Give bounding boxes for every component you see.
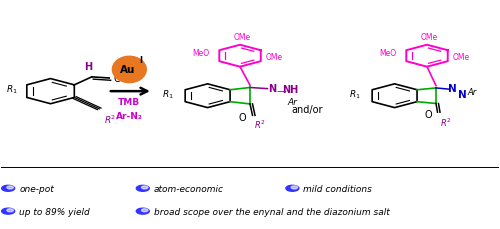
Circle shape	[7, 186, 14, 189]
Ellipse shape	[112, 57, 146, 83]
Text: one-pot: one-pot	[19, 184, 54, 193]
Text: Ar: Ar	[288, 97, 298, 106]
Text: NH: NH	[282, 85, 298, 95]
Text: $R_1$: $R_1$	[350, 88, 361, 100]
Text: $R^2$: $R^2$	[254, 118, 266, 130]
Text: OMe: OMe	[453, 53, 470, 62]
Text: O: O	[425, 110, 432, 120]
Text: broad scope over the enynal and the diazonium salt: broad scope over the enynal and the diaz…	[154, 207, 390, 216]
Text: TMB: TMB	[118, 98, 141, 106]
Text: N: N	[268, 84, 276, 93]
Text: up to 89% yield: up to 89% yield	[19, 207, 90, 216]
Text: OMe: OMe	[266, 53, 283, 62]
Circle shape	[142, 186, 148, 189]
Text: OMe: OMe	[421, 33, 438, 42]
Text: OMe: OMe	[234, 33, 251, 42]
Circle shape	[7, 209, 14, 212]
Text: atom-economic: atom-economic	[154, 184, 224, 193]
Text: mild conditions: mild conditions	[304, 184, 372, 193]
Circle shape	[136, 185, 149, 191]
Circle shape	[286, 185, 299, 191]
Circle shape	[2, 208, 15, 214]
Circle shape	[142, 209, 148, 212]
Circle shape	[2, 185, 15, 191]
Text: $R_1$: $R_1$	[6, 83, 18, 96]
Text: I: I	[139, 55, 142, 64]
Text: MeO: MeO	[192, 49, 209, 57]
Circle shape	[136, 208, 149, 214]
Text: and/or: and/or	[292, 105, 323, 115]
Text: Ar-N₂: Ar-N₂	[116, 111, 143, 120]
Text: O: O	[239, 112, 246, 122]
Text: Au: Au	[120, 65, 136, 75]
Text: O: O	[113, 73, 121, 83]
Text: Ar: Ar	[468, 87, 476, 96]
Text: H: H	[84, 62, 92, 72]
Text: $R_1$: $R_1$	[162, 88, 174, 100]
Text: MeO: MeO	[379, 49, 396, 57]
Text: N: N	[458, 89, 467, 99]
Text: $R^2$: $R^2$	[440, 116, 452, 129]
Text: N: N	[448, 84, 457, 93]
Text: $R^2$: $R^2$	[104, 114, 117, 126]
Text: —: —	[276, 85, 286, 95]
Circle shape	[291, 186, 298, 189]
